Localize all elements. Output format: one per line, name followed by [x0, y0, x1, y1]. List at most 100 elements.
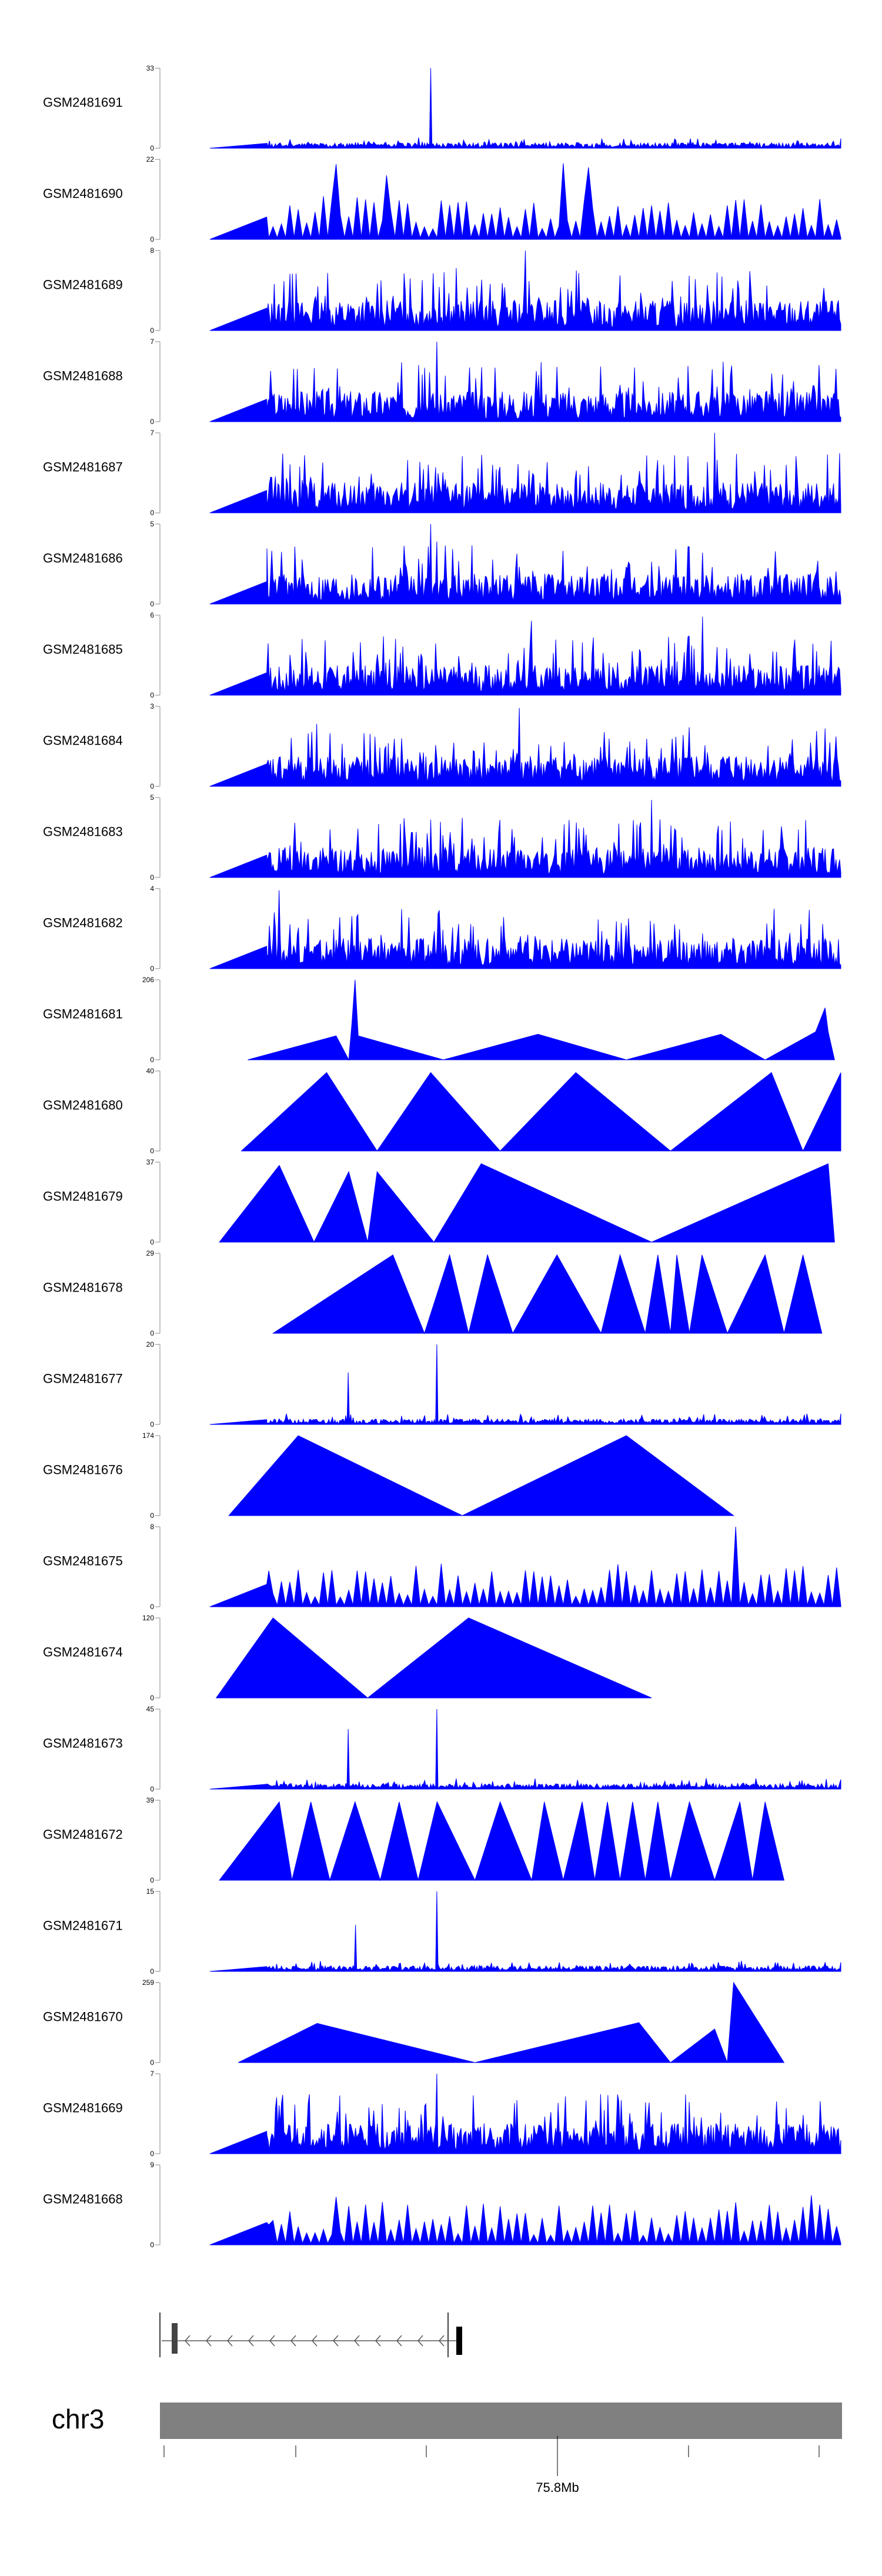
strand-arrow — [226, 2335, 233, 2347]
y-axis-max-label: 20 — [146, 1340, 155, 1349]
track-label: GSM2481676 — [43, 1462, 123, 1477]
track-label: GSM2481678 — [43, 1280, 123, 1294]
y-axis-min-label: 0 — [150, 782, 154, 790]
track: GSM2481671 15 0 — [43, 1887, 841, 1976]
y-axis-max-label: 8 — [150, 246, 154, 255]
track: GSM2481675 8 0 — [43, 1523, 841, 1611]
track-label: GSM2481687 — [43, 459, 123, 474]
y-axis-min-label: 0 — [150, 235, 154, 243]
track-label: GSM2481681 — [43, 1006, 123, 1021]
track: GSM2481688 7 0 — [43, 338, 841, 426]
track-label: GSM2481690 — [43, 186, 123, 201]
track: GSM2481689 8 0 — [43, 246, 841, 335]
track: GSM2481683 5 0 — [43, 793, 841, 882]
track: GSM2481676 174 0 — [43, 1432, 735, 1520]
y-axis-min-label: 0 — [150, 1603, 154, 1611]
y-axis-max-label: 39 — [146, 1796, 155, 1804]
track-label: GSM2481688 — [43, 368, 123, 383]
gene-strand-arrows — [184, 2335, 445, 2347]
track: GSM2481690 22 0 — [43, 155, 841, 243]
track: GSM2481681 206 0 — [43, 976, 835, 1064]
y-axis-min-label: 0 — [150, 2241, 154, 2249]
data-tracks: GSM2481691330GSM2481690220GSM248168980GS… — [43, 64, 841, 2249]
track: GSM2481672 39 0 — [43, 1796, 785, 1884]
track: GSM2481678 29 0 — [43, 1249, 823, 1337]
track-label: GSM2481686 — [43, 550, 123, 565]
track-label: GSM2481682 — [43, 915, 123, 930]
y-axis-min-label: 0 — [150, 1238, 154, 1246]
y-axis-max-label: 15 — [146, 1887, 155, 1896]
y-axis-min-label: 0 — [150, 1056, 154, 1064]
y-axis-max-label: 29 — [146, 1249, 155, 1257]
track-label: GSM2481683 — [43, 824, 123, 839]
y-axis-min-label: 0 — [150, 965, 154, 973]
coverage-area — [209, 432, 841, 513]
y-axis-min-label: 0 — [150, 418, 154, 426]
genome-axis-tick-label: 75.8Mb — [536, 2480, 579, 2495]
strand-arrow — [396, 2335, 402, 2347]
coverage-area — [209, 800, 841, 878]
coverage-area — [209, 1344, 841, 1426]
track: GSM2481677 20 0 — [43, 1340, 841, 1429]
y-axis-max-label: 6 — [150, 611, 154, 619]
strand-arrow — [311, 2335, 318, 2347]
y-axis-min-label: 0 — [150, 326, 154, 335]
y-axis-max-label: 7 — [150, 338, 154, 346]
strand-arrow — [417, 2335, 423, 2347]
y-axis-max-label: 8 — [150, 1523, 154, 1531]
track: GSM2481685 6 0 — [43, 611, 841, 699]
strand-arrow — [290, 2335, 296, 2347]
track: GSM2481691 33 0 — [43, 64, 841, 152]
track: GSM2481670 259 0 — [43, 1978, 785, 2067]
y-axis-max-label: 7 — [150, 2070, 154, 2078]
y-axis-min-label: 0 — [150, 1147, 154, 1155]
y-axis-max-label: 3 — [150, 702, 154, 710]
y-axis-max-label: 33 — [146, 64, 155, 72]
strand-arrow — [438, 2335, 445, 2347]
genome-axis: 75.8Mb — [163, 2436, 820, 2495]
track: GSM2481674 120 0 — [43, 1614, 652, 1702]
track-label: GSM2481679 — [43, 1189, 123, 1203]
chromosome-label: chr3 — [52, 2404, 104, 2434]
coverage-area — [209, 1891, 841, 1973]
coverage-area — [209, 68, 841, 149]
y-axis-min-label: 0 — [150, 509, 154, 517]
coverage-area — [238, 1981, 785, 2063]
coverage-area — [209, 2073, 841, 2154]
strand-arrow — [269, 2335, 275, 2347]
y-axis-max-label: 120 — [142, 1614, 154, 1622]
coverage-area — [209, 890, 841, 969]
track-label: GSM2481673 — [43, 1736, 123, 1750]
y-axis-max-label: 40 — [146, 1067, 155, 1075]
track-label: GSM2481689 — [43, 277, 123, 292]
y-axis-min-label: 0 — [150, 600, 154, 608]
gene-exon-right — [456, 2327, 462, 2355]
coverage-area — [209, 341, 841, 422]
coverage-area — [209, 163, 841, 240]
y-axis-min-label: 0 — [150, 1329, 154, 1337]
coverage-area — [219, 1800, 785, 1881]
gene-exon-left — [172, 2323, 178, 2354]
strand-arrow — [205, 2335, 212, 2347]
track: GSM2481679 37 0 — [43, 1158, 835, 1246]
strand-arrow — [184, 2335, 191, 2347]
coverage-area — [272, 1253, 823, 1334]
y-axis-max-label: 4 — [150, 885, 154, 893]
y-axis-max-label: 259 — [142, 1978, 154, 1987]
track: GSM2481687 7 0 — [43, 429, 841, 517]
y-axis-min-label: 0 — [150, 873, 154, 882]
strand-arrow — [332, 2335, 339, 2347]
track-label: GSM2481684 — [43, 733, 123, 748]
track: GSM2481686 5 0 — [43, 520, 841, 608]
chromosome-ideogram: chr3 — [52, 2403, 842, 2439]
y-axis-max-label: 5 — [150, 520, 154, 528]
y-axis-min-label: 0 — [150, 144, 154, 152]
y-axis-min-label: 0 — [150, 2150, 154, 2158]
gene-model-track — [159, 2313, 462, 2357]
coverage-area — [209, 250, 841, 331]
y-axis-min-label: 0 — [150, 691, 154, 699]
track: GSM2481673 45 0 — [43, 1705, 841, 1793]
coverage-area — [209, 1709, 841, 1790]
coverage-area — [240, 1072, 841, 1152]
